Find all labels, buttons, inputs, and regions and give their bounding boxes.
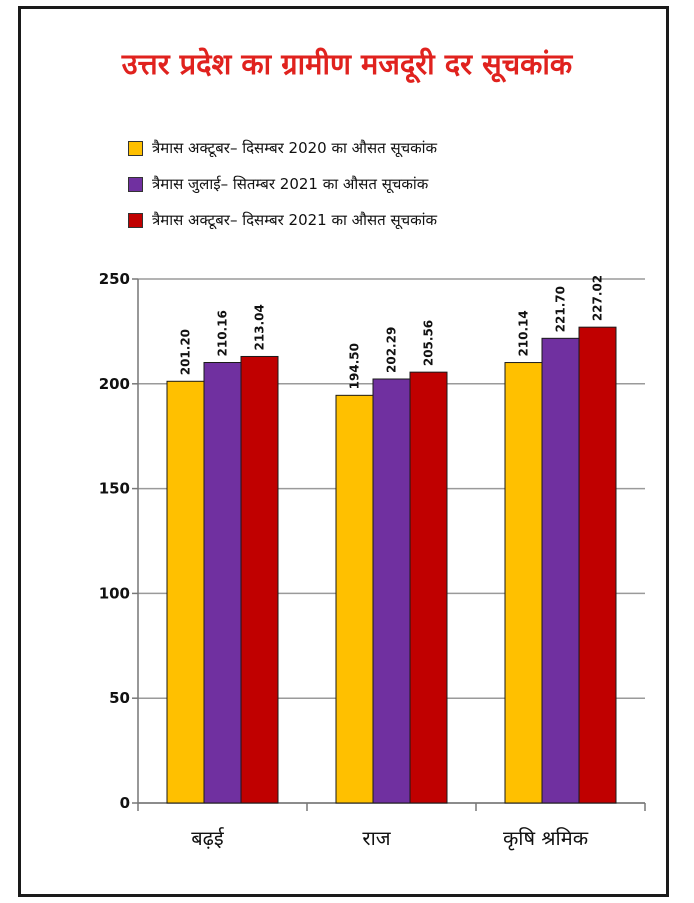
chart-title: उत्तर प्रदेश का ग्रामीण मजदूरी दर सूचकां… [121, 47, 573, 81]
legend-label-series-1: त्रैमास अक्टूबर– दिसम्बर 2020 का औसत सूच… [152, 139, 438, 157]
y-tick-label: 250 [99, 270, 130, 288]
bar [541, 337, 580, 804]
data-label: 213.04 [253, 304, 267, 350]
legend-label-series-2: त्रैमास जुलाई– सितम्बर 2021 का औसत सूचका… [152, 175, 429, 193]
data-label: 227.02 [591, 275, 605, 321]
data-label: 210.14 [517, 310, 531, 356]
legend-swatch-series-2 [128, 176, 143, 192]
legend-swatch-series-3 [128, 212, 143, 228]
legend-swatch-series-1 [128, 140, 143, 156]
bar [335, 394, 374, 804]
legend-item: त्रैमास जुलाई– सितम्बर 2021 का औसत सूचका… [128, 166, 437, 202]
data-label: 221.70 [554, 286, 568, 332]
data-label: 210.16 [216, 310, 230, 356]
legend: त्रैमास अक्टूबर– दिसम्बर 2020 का औसत सूच… [128, 130, 437, 238]
x-category-label: राज [362, 826, 391, 850]
y-tick-label: 50 [109, 689, 130, 707]
y-tick-label: 100 [99, 584, 130, 602]
bar [203, 362, 242, 804]
bar [240, 355, 279, 804]
data-label: 201.20 [179, 329, 193, 375]
bar [504, 362, 543, 804]
data-label: 205.56 [422, 320, 436, 366]
legend-label-series-3: त्रैमास अक्टूबर– दिसम्बर 2021 का औसत सूच… [152, 211, 438, 229]
legend-item: त्रैमास अक्टूबर– दिसम्बर 2020 का औसत सूच… [128, 130, 437, 166]
data-label: 202.29 [385, 327, 399, 373]
y-tick-label: 150 [99, 480, 130, 498]
data-label: 194.50 [348, 343, 362, 389]
bar [166, 380, 205, 804]
x-category-label: बढ़ई [191, 826, 225, 850]
bar [578, 326, 617, 804]
bar [372, 378, 411, 804]
x-category-label: कृषि श्रमिक [503, 826, 589, 851]
legend-item: त्रैमास अक्टूबर– दिसम्बर 2021 का औसत सूच… [128, 202, 437, 238]
y-tick-label: 200 [99, 375, 130, 393]
bar [409, 371, 448, 804]
y-tick-label: 0 [120, 794, 130, 812]
